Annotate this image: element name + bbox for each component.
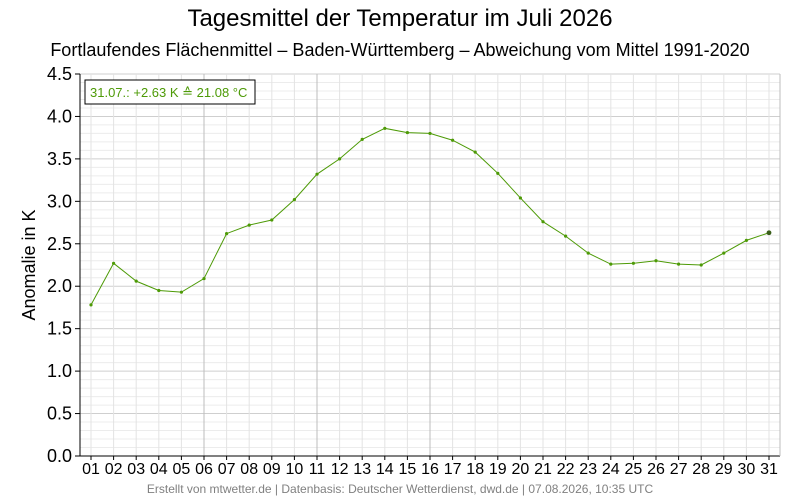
data-series xyxy=(89,126,772,307)
x-tick-label: 03 xyxy=(127,461,145,478)
x-tick-label: 14 xyxy=(376,461,394,478)
chart-subtitle: Fortlaufendes Flächenmittel – Baden-Würt… xyxy=(50,40,750,60)
y-tick-label: 0.0 xyxy=(47,446,72,466)
data-point xyxy=(586,251,590,255)
y-tick-label: 3.0 xyxy=(47,191,72,211)
data-point xyxy=(541,220,545,224)
y-tick-label: 1.5 xyxy=(47,319,72,339)
data-point xyxy=(202,276,206,281)
x-tick-label: 25 xyxy=(625,461,643,478)
data-point xyxy=(405,130,409,135)
x-tick-label: 19 xyxy=(489,461,507,478)
y-tick-label: 2.0 xyxy=(47,276,72,296)
data-point xyxy=(225,231,229,236)
data-point xyxy=(157,288,161,293)
x-tick-label: 11 xyxy=(309,461,326,478)
x-tick-label: 10 xyxy=(286,461,304,478)
data-point xyxy=(338,157,342,161)
x-tick-label: 07 xyxy=(218,461,236,478)
x-tick-label: 29 xyxy=(715,461,733,478)
y-tick-label: 3.5 xyxy=(47,149,72,169)
data-point xyxy=(112,261,116,265)
y-tick-label: 0.5 xyxy=(47,404,72,424)
data-point xyxy=(609,262,613,266)
tick-labels: 0.0 0.5 1.0 1.5 2.0 2.5 3.0 3.5 4.0 4.5 01 02 03 04 05… xyxy=(47,64,778,478)
x-tick-label: 28 xyxy=(692,461,710,478)
x-tick-label: 12 xyxy=(331,461,349,478)
data-point xyxy=(270,218,274,222)
data-point xyxy=(766,230,772,236)
data-point xyxy=(677,262,681,266)
data-point xyxy=(360,137,364,141)
data-point xyxy=(496,171,500,175)
y-tick-label: 4.0 xyxy=(47,106,72,126)
x-tick-label: 31 xyxy=(760,461,778,478)
x-tick-label: 18 xyxy=(466,461,484,478)
chart-title: Tagesmittel der Temperatur im Juli 2026 xyxy=(187,5,613,32)
annotation-text: 31.07.: +2.63 K ≙ 21.08 °C xyxy=(90,85,247,100)
data-point xyxy=(292,198,296,202)
grid-lines xyxy=(80,73,780,457)
axes xyxy=(75,73,781,460)
x-tick-label: 23 xyxy=(579,461,597,478)
x-tick-label: 01 xyxy=(82,461,100,478)
data-point xyxy=(654,259,658,263)
x-tick-label: 17 xyxy=(444,461,462,478)
x-tick-label: 30 xyxy=(738,461,756,478)
x-tick-label: 09 xyxy=(263,461,281,478)
data-point xyxy=(428,131,432,136)
data-point xyxy=(89,303,93,307)
x-tick-label: 24 xyxy=(602,461,620,478)
y-axis-label: Anomalie in K xyxy=(19,209,39,320)
x-tick-label: 15 xyxy=(399,461,417,478)
x-tick-label: 13 xyxy=(353,461,371,478)
footer-credits: Erstellt von mtwetter.de | Datenbasis: D… xyxy=(146,482,654,496)
data-point xyxy=(744,238,749,242)
data-point xyxy=(722,251,726,255)
data-point xyxy=(315,172,319,176)
data-point xyxy=(383,126,387,130)
annotation-box: 31.07.: +2.63 K ≙ 21.08 °C xyxy=(84,79,256,105)
data-point xyxy=(564,234,568,238)
data-point xyxy=(179,290,183,294)
x-tick-label: 04 xyxy=(150,461,168,478)
x-tick-label: 27 xyxy=(670,461,688,478)
x-tick-label: 21 xyxy=(534,461,552,478)
x-tick-label: 02 xyxy=(105,461,123,478)
x-tick-label: 05 xyxy=(173,461,191,478)
data-point xyxy=(247,223,251,227)
x-tick-label: 16 xyxy=(421,461,439,478)
x-tick-label: 08 xyxy=(240,461,258,478)
x-tick-label: 06 xyxy=(195,461,213,478)
data-point xyxy=(631,261,636,265)
y-tick-label: 1.0 xyxy=(47,361,72,381)
data-point xyxy=(473,150,477,154)
data-point xyxy=(134,279,138,283)
data-point xyxy=(518,196,523,200)
data-point xyxy=(699,263,703,267)
data-point xyxy=(451,138,455,142)
x-tick-label: 26 xyxy=(647,461,665,478)
y-tick-label: 4.5 xyxy=(47,64,72,84)
x-tick-label: 22 xyxy=(557,461,575,478)
y-tick-label: 2.5 xyxy=(47,234,72,254)
x-tick-label: 20 xyxy=(512,461,530,478)
